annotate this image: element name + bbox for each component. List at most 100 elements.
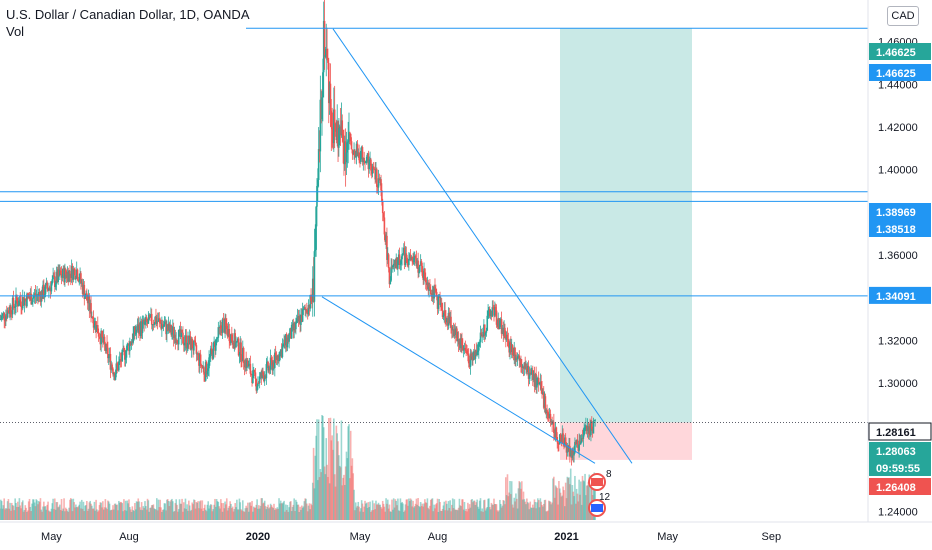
volume-bar: [65, 508, 68, 520]
candle-body: [243, 363, 246, 368]
volume-bar: [418, 505, 420, 520]
volume-bar: [103, 507, 106, 520]
candle-body: [580, 442, 582, 445]
candle-body: [121, 349, 124, 362]
candle-body: [330, 110, 333, 128]
volume-bar: [52, 498, 54, 520]
candle-body: [376, 169, 378, 187]
candle-body: [289, 328, 291, 335]
volume-bar: [574, 503, 577, 520]
candle-body: [176, 340, 178, 343]
candle-body: [18, 299, 21, 306]
volume-bar: [252, 511, 254, 520]
volume-bar: [4, 509, 6, 520]
volume-bar: [501, 505, 504, 520]
candle-body: [218, 327, 220, 328]
candle-body: [369, 159, 371, 161]
candle-body: [262, 370, 264, 376]
candle-body: [355, 143, 358, 157]
candle-body: [422, 275, 424, 280]
volume-bar: [333, 474, 336, 520]
volume-bar: [90, 503, 92, 520]
volume-bar: [200, 508, 203, 520]
time-tick-label: 2021: [554, 531, 578, 543]
volume-bar: [518, 481, 521, 520]
volume-bar: [537, 500, 540, 520]
candle-body: [483, 324, 485, 337]
candle-body: [586, 426, 589, 431]
volume-bar: [310, 503, 312, 520]
volume-bar: [520, 488, 522, 520]
volume-bar: [358, 506, 360, 520]
volume-bar: [217, 501, 220, 520]
candle-body: [222, 319, 225, 321]
candle-body: [78, 280, 81, 282]
candle-body: [145, 317, 148, 322]
currency-button[interactable]: CAD: [887, 6, 919, 26]
volume-bar: [382, 503, 385, 520]
candle-body: [568, 445, 570, 452]
volume-bar: [251, 500, 253, 520]
candle-body: [59, 270, 62, 274]
volume-bar: [322, 415, 324, 520]
volume-bar: [109, 510, 112, 520]
candle-body: [169, 324, 172, 332]
volume-bar: [26, 511, 28, 520]
volume-bar: [198, 508, 200, 520]
volume-bar: [354, 510, 356, 520]
candle-body: [387, 254, 390, 269]
volume-bar: [440, 510, 443, 520]
candle-body: [475, 350, 478, 356]
candle-body: [428, 286, 430, 291]
volume-bar: [209, 504, 212, 520]
candle-body: [113, 373, 116, 380]
candle-body: [73, 269, 75, 270]
volume-bar: [404, 504, 407, 520]
volume-bar: [235, 507, 237, 520]
candle-body: [584, 427, 586, 430]
candle-body: [429, 289, 432, 295]
candle-body: [566, 445, 569, 453]
volume-bar: [62, 508, 65, 520]
candle-body: [439, 296, 441, 306]
volume-bar: [98, 505, 101, 520]
volume-bar: [40, 509, 43, 520]
candle-body: [327, 62, 330, 104]
price-badge: [869, 203, 931, 220]
volume-bar: [284, 511, 286, 520]
candle-body: [190, 338, 193, 350]
candle-body: [32, 295, 35, 298]
volume-bar: [538, 507, 541, 520]
candle-body: [423, 268, 425, 280]
volume-bar: [435, 503, 438, 520]
candle-body: [372, 166, 375, 169]
volume-bar: [416, 504, 419, 520]
candle-body: [2, 312, 5, 314]
candle-body: [17, 305, 20, 307]
volume-bar: [53, 498, 56, 520]
volume-bar: [249, 502, 252, 520]
candle-body: [411, 256, 414, 262]
candle-body: [31, 302, 33, 305]
candle-body: [153, 324, 156, 325]
candle-body: [177, 330, 180, 345]
volume-bar: [390, 511, 392, 520]
candle-body: [331, 127, 333, 130]
candle-body: [82, 284, 85, 294]
volume-bar: [510, 481, 513, 520]
volume-bar: [483, 499, 486, 520]
volume-bar: [118, 500, 120, 520]
candle-body: [536, 378, 538, 388]
volume-bar: [455, 509, 457, 520]
candle-body: [59, 270, 61, 276]
candle-body: [179, 328, 182, 337]
candle-body: [225, 318, 227, 326]
volume-bar: [348, 424, 350, 520]
volume-bar: [451, 498, 454, 520]
volume-bar: [82, 501, 85, 520]
volume-bar: [472, 500, 475, 520]
volume-bar: [2, 505, 5, 520]
candle-body: [256, 386, 258, 391]
volume-bar: [288, 507, 290, 520]
